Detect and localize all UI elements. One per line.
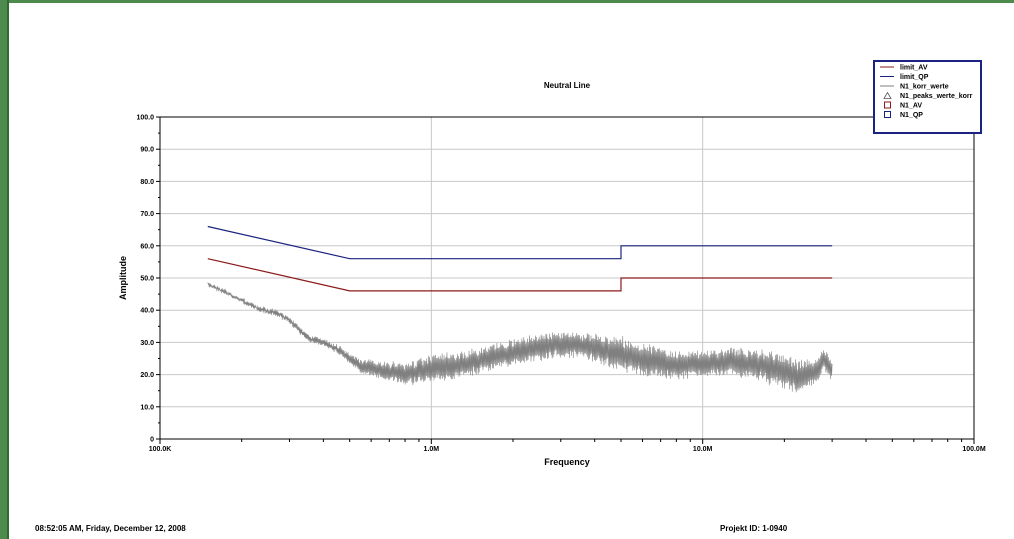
window-frame-left (0, 0, 9, 539)
series-line-N1_korr_werte (207, 282, 833, 393)
footer-timestamp: 08:52:05 AM, Friday, December 12, 2008 (35, 524, 186, 533)
legend-label: N1_peaks_werte_korr (900, 93, 973, 100)
y-tick-label: 50.0 (140, 276, 154, 283)
legend-item: N1_AV (884, 101, 922, 110)
legend-item: N1_korr_werte (880, 84, 949, 91)
legend: limit_AV limit_QP N1_korr_werte N1_peaks_we… (873, 60, 982, 134)
legend-item: N1_QP (884, 111, 923, 119)
legend-item: limit_QP (880, 74, 929, 81)
legend-box (873, 60, 982, 134)
y-tick-label: 30.0 (140, 340, 154, 347)
plot-frame (159, 116, 975, 440)
legend-label: N1_AV (900, 103, 922, 110)
legend-item: limit_AV (880, 65, 928, 72)
y-tick-label: 10.0 (140, 404, 154, 411)
legend-marker-square (884, 111, 891, 118)
grid (160, 117, 974, 439)
y-axis-label: Amplitude (118, 256, 128, 300)
series-lines (207, 225, 833, 393)
y-tick-label: 20.0 (140, 372, 154, 379)
y-tick-label: 0 (150, 437, 154, 444)
y-tick-label: 80.0 (140, 179, 154, 186)
x-tick-label: 10.0M (693, 446, 713, 453)
axis-ticks (156, 116, 975, 444)
x-tick-label: 100.0M (962, 446, 986, 453)
y-tick-label: 90.0 (140, 147, 154, 154)
x-axis-label: Frequency (544, 457, 590, 467)
x-tick-label: 1.0M (424, 446, 440, 453)
footer-project-id: Projekt ID: 1-0940 (720, 524, 788, 533)
window-frame-top (0, 0, 1014, 3)
legend-label: N1_QP (900, 112, 923, 119)
chart-title: Neutral Line (544, 81, 591, 90)
y-tick-label: 40.0 (140, 308, 154, 315)
series-line-limit_QP (207, 225, 833, 260)
y-tick-label: 60.0 (140, 243, 154, 250)
legend-label: N1_korr_werte (900, 84, 949, 91)
y-tick-label: 70.0 (140, 211, 154, 218)
legend-marker-triangle (883, 91, 892, 99)
legend-label: limit_AV (900, 65, 928, 72)
x-tick-label: 100.0K (149, 446, 172, 453)
tick-labels: 0 10.0 20.0 30.0 40.0 50.0 60.0 70.0 80.0 90.0 100… (136, 115, 985, 454)
y-tick-label: 100.0 (136, 115, 154, 122)
legend-item: N1_peaks_werte_korr (883, 91, 973, 100)
legend-marker-square (884, 101, 891, 109)
window-frame-left-edge (7, 0, 9, 539)
series-line-limit_AV (207, 258, 833, 292)
legend-label: limit_QP (900, 74, 929, 81)
